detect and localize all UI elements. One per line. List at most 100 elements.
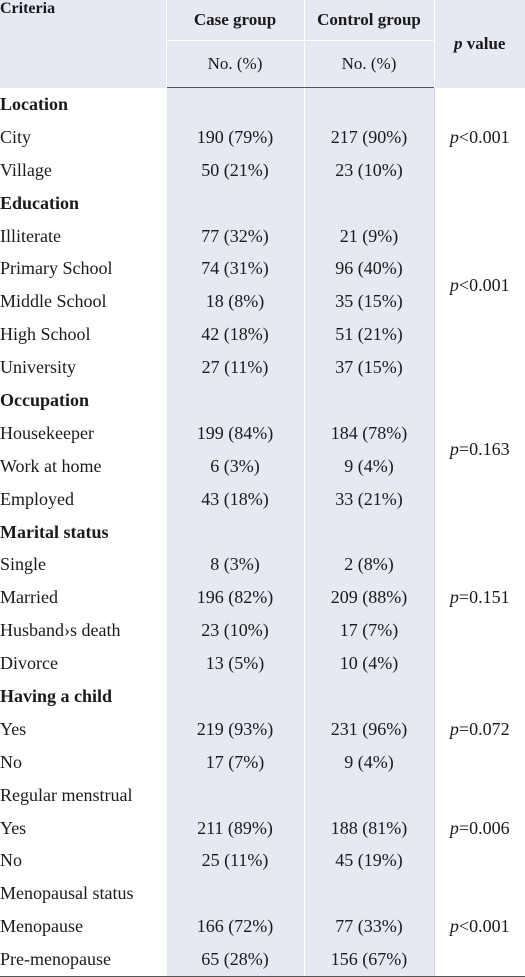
p-value-cell: p=0.072	[433, 680, 525, 779]
row-label: Primary School	[0, 258, 113, 279]
row-label: Menopause	[0, 916, 83, 937]
row-label: Employed	[0, 488, 74, 509]
row-label: Village	[0, 159, 52, 180]
table-row: Husband›s death 23 (10%) 17 (7%)	[0, 614, 525, 648]
case-value: 8 (3%)	[165, 548, 304, 582]
row-label: Yes	[0, 817, 27, 838]
section-label: Regular menstrual	[0, 784, 133, 805]
case-value	[165, 515, 304, 549]
case-value: 27 (11%)	[165, 351, 304, 385]
p-value-cell: p=0.163	[433, 384, 525, 516]
p-value-cell: p<0.001	[433, 87, 525, 187]
table-row: No 25 (11%) 45 (19%)	[0, 844, 525, 878]
table-row: No 17 (7%) 9 (4%)	[0, 745, 525, 779]
control-value	[303, 778, 434, 812]
row-label: Husband›s death	[0, 620, 121, 641]
control-value	[303, 877, 434, 911]
p-value-cell: p=0.006	[433, 778, 525, 878]
table-row: City 190 (79%) 217 (90%)	[0, 120, 525, 154]
section-row: Menopausal status p<0.001	[0, 877, 525, 977]
control-value: 2 (8%)	[303, 548, 434, 582]
case-value: 6 (3%)	[165, 449, 304, 483]
p-letter: p	[449, 587, 459, 608]
table-row: Divorce 13 (5%) 10 (4%)	[0, 647, 525, 681]
case-value: 65 (28%)	[165, 943, 304, 977]
case-value: 23 (10%)	[165, 614, 304, 648]
section-row: Location p<0.001	[0, 87, 525, 187]
row-label: Work at home	[0, 455, 102, 476]
p-value: =0.006	[458, 817, 510, 838]
control-value	[303, 515, 434, 549]
control-value: 45 (19%)	[303, 844, 434, 878]
p-letter: p	[449, 817, 459, 838]
control-value: 9 (4%)	[303, 449, 434, 483]
control-value: 37 (15%)	[303, 351, 434, 385]
case-value: 199 (84%)	[165, 416, 304, 450]
control-value: 156 (67%)	[303, 943, 434, 977]
section-label: Occupation	[0, 389, 90, 410]
header-p-letter: p	[454, 33, 463, 53]
row-label: Yes	[0, 718, 27, 739]
case-value: 77 (32%)	[165, 219, 304, 253]
case-value: 166 (72%)	[165, 910, 304, 944]
table-row: Village 50 (21%) 23 (10%)	[0, 153, 525, 187]
control-value: 35 (15%)	[303, 285, 434, 319]
section-label: Education	[0, 192, 80, 213]
control-value	[303, 680, 434, 713]
section-row: Having a child p=0.072	[0, 680, 525, 779]
control-value: 184 (78%)	[303, 416, 434, 450]
case-value: 74 (31%)	[165, 252, 304, 286]
case-value: 196 (82%)	[165, 581, 304, 615]
control-value: 217 (90%)	[303, 120, 434, 154]
control-value: 9 (4%)	[303, 745, 434, 779]
case-value	[165, 87, 304, 121]
control-value: 209 (88%)	[303, 581, 434, 615]
header-control-no-pct: No. (%)	[303, 40, 434, 88]
control-value: 17 (7%)	[303, 614, 434, 648]
row-label: Divorce	[0, 653, 58, 674]
case-value: 219 (93%)	[165, 712, 304, 746]
table-row: Primary School 74 (31%) 96 (40%)	[0, 252, 525, 286]
p-value: <0.001	[458, 126, 510, 147]
row-label: City	[0, 126, 32, 147]
case-value: 18 (8%)	[165, 285, 304, 319]
control-value	[303, 87, 434, 121]
p-letter: p	[449, 439, 459, 460]
row-label: Married	[0, 587, 58, 608]
table-row: University 27 (11%) 37 (15%)	[0, 351, 525, 385]
row-label: High School	[0, 324, 91, 345]
section-row: Education p<0.001	[0, 186, 525, 385]
row-label: Middle School	[0, 291, 107, 312]
section-row: Regular menstrual p=0.006	[0, 778, 525, 878]
table-row: Illiterate 77 (32%) 21 (9%)	[0, 219, 525, 253]
header-criteria: Criteria	[0, 0, 167, 88]
table-row: Employed 43 (18%) 33 (21%)	[0, 482, 525, 516]
section-label: Location	[0, 93, 69, 114]
control-value	[303, 384, 434, 417]
table-row: Work at home 6 (3%) 9 (4%)	[0, 449, 525, 483]
case-value	[165, 186, 304, 220]
p-value: =0.163	[458, 439, 510, 460]
p-value-cell: p<0.001	[433, 186, 525, 385]
p-value: <0.001	[458, 274, 510, 295]
p-letter: p	[449, 718, 459, 739]
control-value: 231 (96%)	[303, 712, 434, 746]
case-value	[165, 877, 304, 911]
case-value: 42 (18%)	[165, 318, 304, 352]
case-value: 211 (89%)	[165, 811, 304, 845]
section-label: Having a child	[0, 685, 113, 706]
p-letter: p	[449, 916, 459, 937]
table-row: Housekeeper 199 (84%) 184 (78%)	[0, 416, 525, 450]
section-label: Marital status	[0, 521, 109, 542]
row-label: No	[0, 751, 22, 772]
p-value-cell: p<0.001	[433, 877, 525, 977]
p-value: =0.072	[458, 718, 510, 739]
table-row: Single 8 (3%) 2 (8%)	[0, 548, 525, 582]
row-label: Housekeeper	[0, 422, 94, 443]
control-value: 77 (33%)	[303, 910, 434, 944]
p-letter: p	[449, 274, 459, 295]
table-row: Yes 219 (93%) 231 (96%)	[0, 712, 525, 746]
case-value: 17 (7%)	[165, 745, 304, 779]
table-row: Married 196 (82%) 209 (88%)	[0, 581, 525, 615]
row-label: Pre-menopause	[0, 943, 166, 977]
